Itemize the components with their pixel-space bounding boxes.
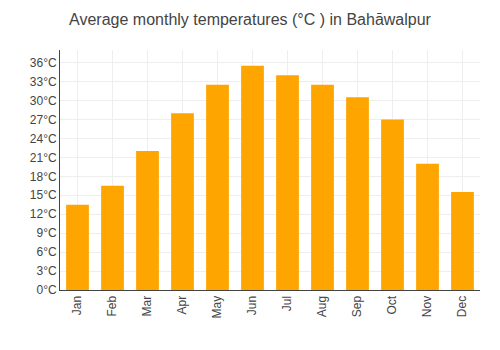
svg-text:3°C: 3°C xyxy=(36,264,56,278)
svg-text:18°C: 18°C xyxy=(30,170,57,184)
svg-text:0°C: 0°C xyxy=(36,283,56,297)
svg-text:36°C: 36°C xyxy=(30,56,57,70)
svg-text:Nov: Nov xyxy=(420,296,434,317)
svg-text:15°C: 15°C xyxy=(30,188,57,202)
svg-text:27°C: 27°C xyxy=(30,113,57,127)
svg-text:Oct: Oct xyxy=(385,295,399,314)
svg-text:9°C: 9°C xyxy=(36,226,56,240)
svg-text:Apr: Apr xyxy=(175,296,189,315)
svg-text:May: May xyxy=(210,296,224,319)
svg-text:Average monthly temperatures (: Average monthly temperatures (°C ) in Ba… xyxy=(69,11,432,28)
svg-text:Jun: Jun xyxy=(245,296,259,315)
svg-text:24°C: 24°C xyxy=(30,132,57,146)
svg-text:33°C: 33°C xyxy=(30,75,57,89)
svg-text:Dec: Dec xyxy=(455,296,469,317)
svg-text:Sep: Sep xyxy=(350,295,364,317)
svg-text:Aug: Aug xyxy=(315,296,329,317)
svg-text:Mar: Mar xyxy=(140,296,154,317)
svg-text:Jan: Jan xyxy=(70,296,84,315)
svg-text:12°C: 12°C xyxy=(30,207,57,221)
svg-text:Feb: Feb xyxy=(105,295,119,316)
svg-text:30°C: 30°C xyxy=(30,94,57,108)
svg-text:Jul: Jul xyxy=(280,296,294,311)
svg-text:21°C: 21°C xyxy=(30,151,57,165)
svg-text:6°C: 6°C xyxy=(36,245,56,259)
